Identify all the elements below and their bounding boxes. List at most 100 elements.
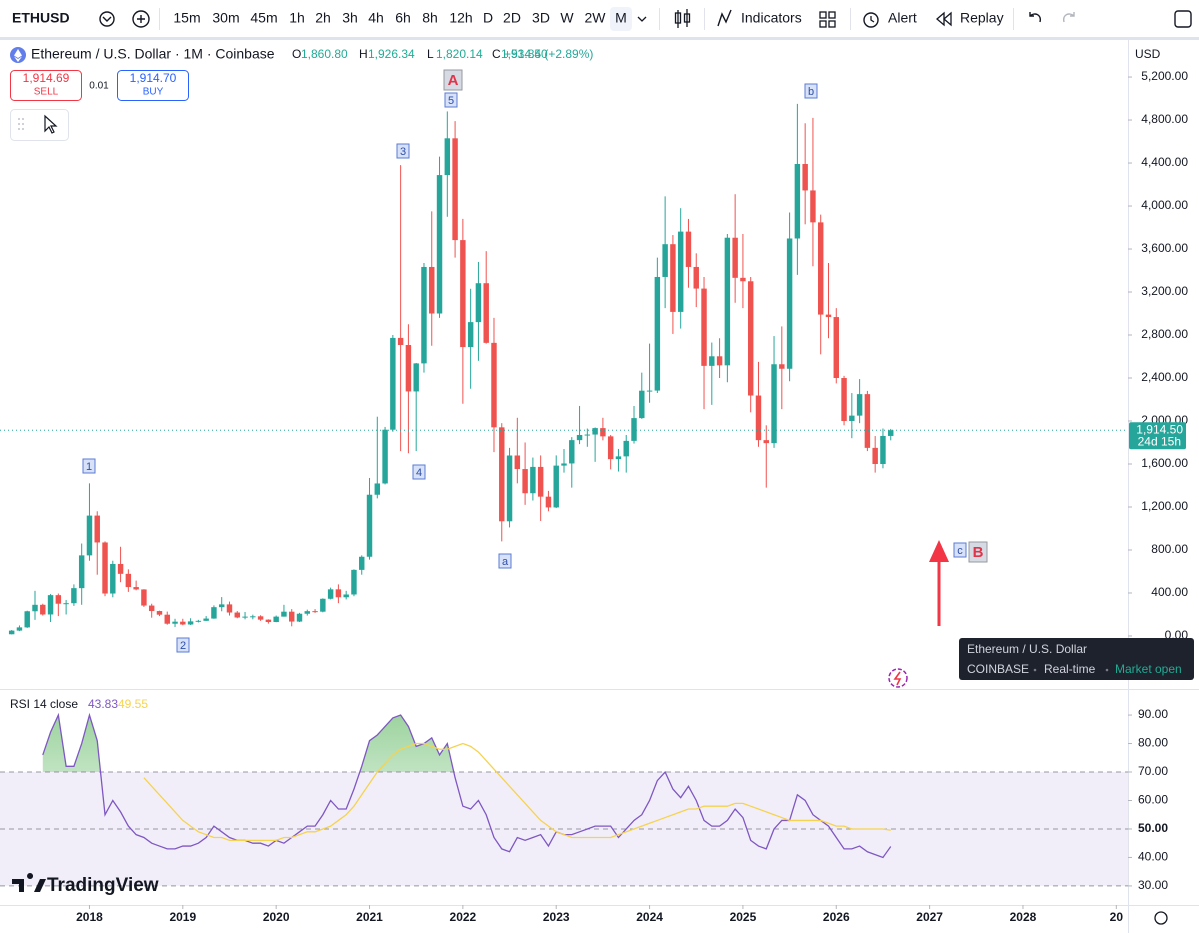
wave-label: 1	[86, 461, 92, 473]
fullscreen-button[interactable]	[1174, 10, 1192, 28]
candle-body	[382, 429, 388, 484]
buy-button[interactable]	[117, 70, 189, 101]
alert-icon	[863, 12, 879, 28]
legend-value: 1,914.50	[501, 47, 548, 61]
toolbar-button[interactable]: Alert	[888, 10, 917, 26]
x-tick-label: 2019	[169, 910, 196, 924]
currency-label[interactable]: USD	[1135, 47, 1161, 61]
candle-body	[289, 611, 295, 622]
interval-button[interactable]: 3h	[342, 10, 358, 26]
y-tick-label: 2,800.00	[1141, 327, 1188, 341]
interval-button[interactable]: 2W	[585, 10, 607, 26]
candle-body	[561, 463, 567, 466]
y-tick-label: 4,800.00	[1141, 112, 1188, 126]
last-price-badge	[1129, 422, 1186, 450]
candle-body	[483, 283, 489, 343]
candle-body	[693, 266, 699, 289]
candle-body	[242, 616, 248, 618]
interval-button[interactable]: 12h	[449, 10, 472, 26]
symbol-logo-mark	[14, 49, 22, 62]
candle-body	[888, 430, 894, 436]
toolbar-button[interactable]: Replay	[960, 10, 1004, 26]
drag-handle[interactable]	[18, 118, 24, 130]
candle-body	[592, 428, 598, 435]
candle-body	[825, 314, 832, 318]
candle-body	[522, 469, 528, 494]
candle-body	[779, 364, 785, 369]
interval-button[interactable]: 6h	[395, 10, 411, 26]
candle-body	[335, 589, 342, 598]
settings-button[interactable]	[1154, 911, 1168, 925]
templates-button[interactable]	[819, 11, 836, 28]
candle-body	[211, 607, 217, 619]
sell-button[interactable]	[10, 70, 82, 101]
buy-label[interactable]: BUY	[143, 87, 164, 98]
wave-label: a	[502, 556, 509, 568]
rsi-line	[42, 712, 892, 859]
indicators-icon	[717, 9, 732, 27]
wave-label: 2	[180, 640, 186, 652]
interval-button[interactable]: 4h	[368, 10, 384, 26]
wave-label-box	[396, 143, 410, 159]
interval-button[interactable]: 15m	[173, 10, 200, 26]
rsi-y-tick-label: 50.00	[1138, 821, 1168, 835]
x-tick-label: 2023	[543, 910, 570, 924]
candle-body	[257, 616, 264, 620]
y-tick-label: 1,200.00	[1141, 499, 1188, 513]
x-tick-label: 2018	[76, 910, 103, 924]
symbol-tooltip	[959, 638, 1194, 680]
interval-button[interactable]: 30m	[212, 10, 239, 26]
interval-button[interactable]: 8h	[422, 10, 438, 26]
candle-body	[102, 542, 108, 594]
wave-label-box	[176, 637, 190, 653]
chart-type-button[interactable]	[674, 9, 691, 28]
interval-button[interactable]: 2D	[503, 10, 521, 26]
symbol[interactable]: ETHUSD	[12, 10, 70, 26]
candle-body	[141, 589, 147, 606]
candle-body	[491, 342, 497, 428]
candle-body	[312, 611, 318, 613]
interval-button[interactable]: 3D	[532, 10, 550, 26]
tooltip-title: Ethereum / U.S. Dollar	[967, 642, 1087, 656]
candle-body	[8, 630, 15, 635]
interval-button[interactable]: 1h	[289, 10, 305, 26]
interval-button[interactable]: 2h	[315, 10, 331, 26]
candle-body	[537, 466, 544, 497]
undo-button[interactable]	[1029, 12, 1042, 23]
candle-body	[716, 356, 723, 366]
candle-body	[802, 163, 808, 191]
interval-menu[interactable]	[637, 16, 647, 22]
candle-body	[771, 364, 777, 444]
candle-body	[786, 238, 793, 369]
candle-body	[172, 621, 178, 624]
candle-body	[685, 231, 692, 267]
rsi-y-tick-label: 70.00	[1138, 764, 1168, 778]
interval-button[interactable]: 45m	[250, 10, 277, 26]
symbol-menu-icon[interactable]	[99, 11, 115, 27]
legend-key: H	[359, 47, 368, 61]
alert-hands	[870, 16, 875, 23]
candle-body	[218, 604, 225, 608]
assistant-icon[interactable]	[888, 668, 908, 688]
compare-plus	[137, 15, 145, 23]
redo-button[interactable]	[1062, 12, 1075, 23]
y-tick-label: 5,200.00	[1141, 69, 1188, 83]
x-tick-label: 2020	[263, 910, 290, 924]
sell-label[interactable]: SELL	[34, 87, 59, 98]
candle-body	[763, 440, 769, 444]
cursor-tool[interactable]	[44, 114, 58, 134]
interval-button[interactable]: M	[615, 10, 627, 26]
symbol-search[interactable]	[4, 6, 122, 32]
x-tick-label: 2027	[916, 910, 943, 924]
candle-body	[133, 587, 139, 590]
compare-button[interactable]	[132, 10, 150, 28]
sell-price[interactable]: 1,914.69	[23, 71, 70, 85]
toolbar-button[interactable]: Indicators	[741, 10, 802, 26]
buy-price[interactable]: 1,914.70	[130, 71, 177, 85]
replay-icon	[936, 11, 952, 27]
interval-button[interactable]: W	[560, 10, 574, 26]
legend-title: Ethereum / U.S. Dollar · 1M · Coinbase	[31, 46, 275, 62]
candle-body	[94, 515, 100, 543]
interval-button[interactable]: D	[483, 10, 493, 26]
